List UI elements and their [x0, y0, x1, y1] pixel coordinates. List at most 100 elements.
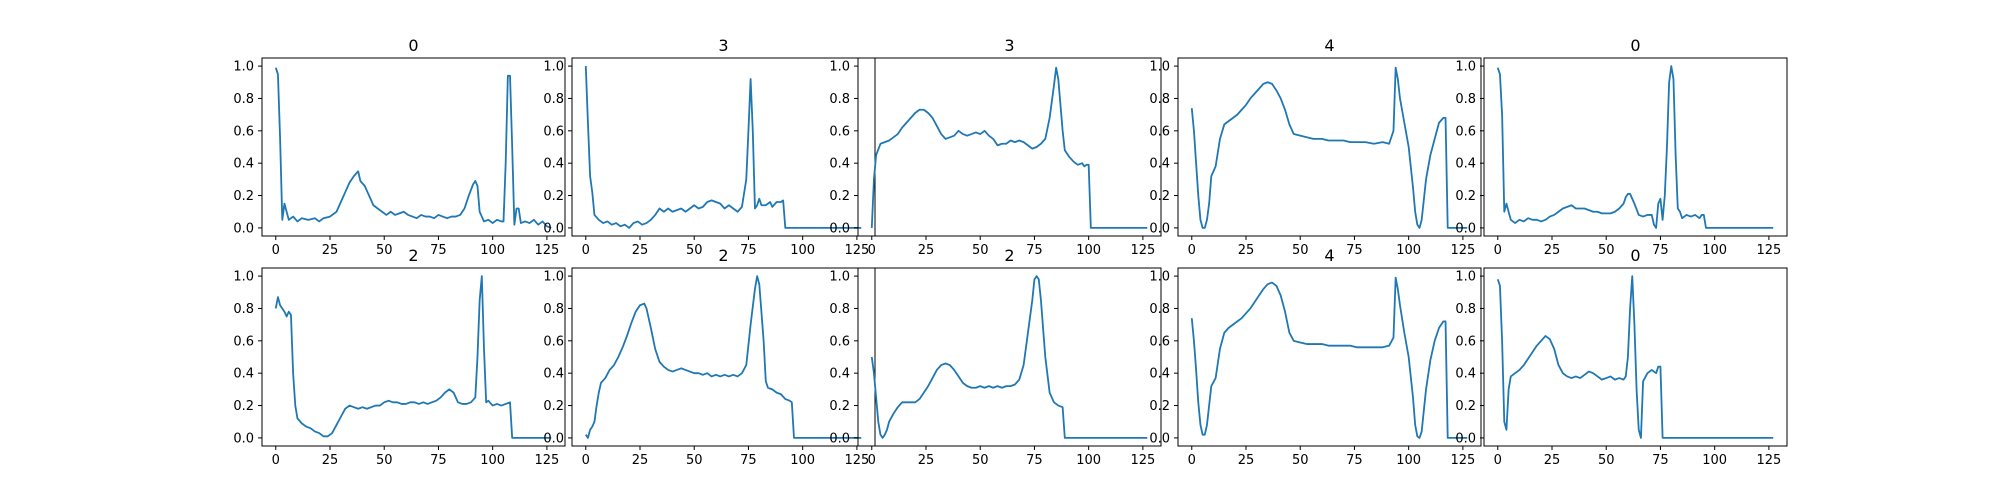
y-tick-label: 1.0 [543, 60, 564, 75]
y-tick-label: 1.0 [233, 270, 254, 285]
y-tick-label: 0.2 [1455, 399, 1476, 414]
y-tick-label: 0.4 [233, 157, 254, 172]
axes-frame [1177, 57, 1482, 237]
y-tick-label: 0.4 [1455, 367, 1476, 382]
subplot-title: 0 [1630, 246, 1640, 265]
y-tick-label: 0.0 [829, 431, 850, 446]
y-tick-label: 0.2 [233, 399, 254, 414]
x-tick-label: 125 [1130, 453, 1155, 468]
x-tick-label: 50 [1598, 243, 1615, 258]
y-tick-label: 1.0 [233, 60, 254, 75]
y-tick-label: 0.8 [829, 302, 850, 317]
x-tick-label: 75 [1346, 243, 1363, 258]
axes-frame [261, 267, 566, 447]
y-tick-label: 0.8 [543, 302, 564, 317]
x-tick-label: 100 [790, 243, 815, 258]
series-line [584, 66, 862, 229]
x-tick-label: 75 [1026, 453, 1043, 468]
series-line [870, 66, 1148, 229]
x-tick-label: 75 [1026, 243, 1043, 258]
y-tick-label: 0.0 [1149, 431, 1170, 446]
x-tick-label: 75 [1652, 453, 1669, 468]
x-tick-label: 75 [1652, 243, 1669, 258]
subplot-title: 2 [718, 246, 728, 265]
x-tick-label: 0 [868, 243, 876, 258]
subplot-title: 4 [1324, 36, 1334, 55]
subplot-5: 0 25 50 75 100 125 0.0 0.2 0.4 0.6 0.8 1.0 2 [233, 246, 566, 468]
axes-frame [1177, 267, 1482, 447]
y-tick-label: 1.0 [1455, 270, 1476, 285]
x-tick-label: 100 [480, 243, 505, 258]
y-tick-label: 0.2 [543, 189, 564, 204]
y-tick-label: 0.4 [1149, 157, 1170, 172]
x-tick-label: 125 [1130, 243, 1155, 258]
y-tick-label: 0.0 [543, 221, 564, 236]
x-tick-label: 50 [1598, 453, 1615, 468]
x-tick-label: 125 [1756, 453, 1781, 468]
x-tick-label: 0 [1494, 243, 1502, 258]
x-tick-label: 25 [322, 243, 339, 258]
x-tick-label: 100 [1702, 243, 1727, 258]
x-tick-label: 50 [376, 243, 393, 258]
subplot-9: 0 25 50 75 100 125 0.0 0.2 0.4 0.6 0.8 1.0 0 [1455, 246, 1788, 468]
y-tick-label: 0.8 [1149, 302, 1170, 317]
y-tick-label: 0.8 [829, 92, 850, 107]
subplot-title: 3 [718, 36, 728, 55]
x-tick-label: 0 [1188, 243, 1196, 258]
y-tick-label: 1.0 [1455, 60, 1476, 75]
y-tick-label: 0.8 [543, 92, 564, 107]
x-tick-label: 100 [1702, 453, 1727, 468]
y-tick-label: 0.8 [233, 302, 254, 317]
x-tick-label: 100 [1076, 453, 1101, 468]
y-tick-label: 0.6 [543, 334, 564, 349]
y-tick-label: 0.2 [1455, 189, 1476, 204]
x-tick-label: 0 [1494, 453, 1502, 468]
y-tick-label: 0.4 [543, 157, 564, 172]
x-tick-label: 100 [1076, 243, 1101, 258]
subplot-8: 0 25 50 75 100 125 0.0 0.2 0.4 0.6 0.8 1.0 4 [1149, 246, 1482, 468]
x-tick-label: 125 [534, 243, 559, 258]
x-tick-label: 50 [1292, 453, 1309, 468]
y-tick-label: 1.0 [829, 270, 850, 285]
axes-frame [1483, 57, 1788, 237]
x-tick-label: 50 [972, 243, 989, 258]
x-tick-label: 50 [686, 453, 703, 468]
y-tick-label: 0.6 [829, 334, 850, 349]
y-tick-label: 0.0 [233, 221, 254, 236]
x-tick-label: 25 [1238, 453, 1255, 468]
x-tick-label: 75 [740, 243, 757, 258]
x-tick-label: 100 [790, 453, 815, 468]
x-tick-label: 0 [272, 453, 280, 468]
y-tick-label: 0.2 [1149, 399, 1170, 414]
x-tick-label: 75 [740, 453, 757, 468]
y-tick-label: 0.8 [1455, 302, 1476, 317]
y-tick-label: 0.0 [233, 431, 254, 446]
subplot-1: 0 25 50 75 100 125 0.0 0.2 0.4 0.6 0.8 1.0 3 [543, 36, 876, 258]
y-tick-label: 0.8 [1149, 92, 1170, 107]
y-tick-label: 0.0 [543, 431, 564, 446]
series-line [274, 275, 552, 439]
y-tick-label: 0.4 [233, 367, 254, 382]
y-tick-label: 0.0 [829, 221, 850, 236]
x-tick-label: 75 [430, 453, 447, 468]
subplot-6: 0 25 50 75 100 125 0.0 0.2 0.4 0.6 0.8 1.0 2 [543, 246, 876, 468]
x-tick-label: 125 [1756, 243, 1781, 258]
x-tick-label: 25 [1238, 243, 1255, 258]
subplot-4: 0 25 50 75 100 125 0.0 0.2 0.4 0.6 0.8 1.0 0 [1455, 36, 1788, 258]
x-tick-label: 125 [1450, 453, 1475, 468]
subplot-title: 3 [1004, 36, 1014, 55]
y-tick-label: 0.6 [829, 124, 850, 139]
x-tick-label: 0 [582, 453, 590, 468]
x-tick-label: 75 [430, 243, 447, 258]
y-tick-label: 1.0 [543, 270, 564, 285]
x-tick-label: 25 [918, 243, 935, 258]
y-tick-label: 0.6 [1149, 124, 1170, 139]
y-tick-label: 0.6 [1455, 124, 1476, 139]
y-tick-label: 1.0 [1149, 270, 1170, 285]
x-tick-label: 100 [480, 453, 505, 468]
x-tick-label: 25 [1544, 453, 1561, 468]
y-tick-label: 1.0 [829, 60, 850, 75]
y-tick-label: 0.4 [1149, 367, 1170, 382]
y-tick-label: 0.0 [1455, 221, 1476, 236]
